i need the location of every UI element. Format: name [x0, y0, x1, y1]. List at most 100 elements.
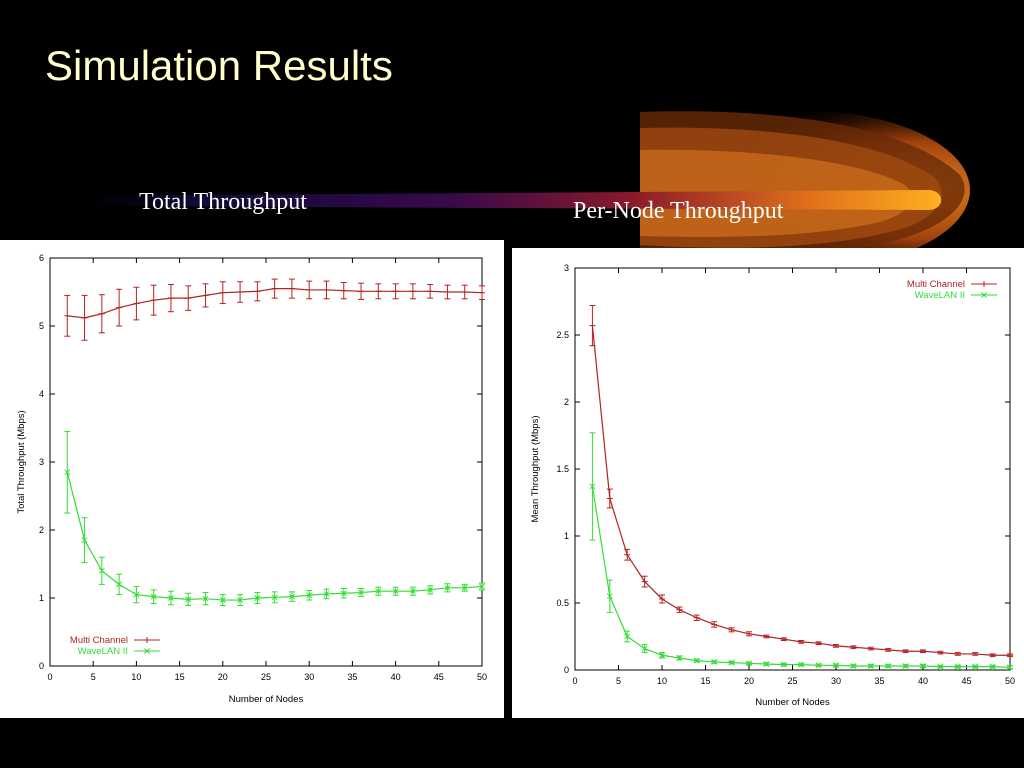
series-wavelan-ii: [589, 432, 1013, 671]
data-point: [461, 584, 468, 591]
legend-label: WaveLAN II: [78, 646, 128, 657]
series-line: [66, 472, 483, 601]
series-multi-channel: [64, 278, 485, 341]
x-tick-label: 45: [961, 676, 971, 686]
y-tick-label: 2: [39, 525, 44, 535]
data-point: [237, 597, 243, 603]
x-tick-label: 50: [1005, 676, 1015, 686]
x-tick-label: 30: [831, 676, 841, 686]
total-throughput-caption: Total Throughput: [139, 189, 307, 215]
data-point: [867, 663, 874, 669]
data-point: [659, 652, 665, 659]
x-tick-label: 45: [434, 672, 444, 682]
series-wavelan-ii: [64, 430, 485, 606]
data-point: [306, 592, 313, 599]
y-tick-label: 0: [39, 661, 44, 671]
data-point: [763, 661, 770, 667]
data-point: [340, 590, 347, 597]
y-tick-label: 1: [39, 593, 44, 603]
x-tick-label: 50: [477, 672, 487, 682]
data-point: [815, 662, 822, 669]
data-point: [219, 597, 226, 603]
data-point: [358, 589, 364, 596]
legend-label: Multi Channel: [907, 279, 965, 290]
x-tick-label: 35: [874, 676, 884, 686]
x-tick-label: 10: [657, 676, 667, 686]
data-point: [606, 593, 613, 600]
data-point: [1007, 664, 1013, 671]
y-tick-label: 2: [564, 397, 569, 407]
y-axis-label: Mean Throughput (Mbps): [530, 415, 541, 522]
data-point: [920, 663, 926, 669]
data-point: [937, 663, 944, 670]
data-point: [98, 567, 105, 574]
data-point: [641, 645, 648, 652]
data-point: [81, 537, 88, 544]
y-tick-label: 1.5: [556, 464, 569, 474]
legend-label: Multi Channel: [70, 635, 128, 646]
data-point: [728, 659, 735, 666]
x-tick-label: 5: [91, 672, 96, 682]
data-point: [64, 469, 71, 476]
x-tick-label: 5: [616, 676, 621, 686]
y-axis-label: Total Throughput (Mbps): [16, 410, 27, 513]
plot-frame: [574, 267, 1011, 671]
series-multi-channel: [589, 305, 1013, 658]
x-tick-label: 25: [787, 676, 797, 686]
y-tick-label: 4: [39, 389, 44, 399]
data-point: [410, 588, 416, 595]
data-point: [323, 591, 330, 597]
x-axis-label: Number of Nodes: [755, 697, 830, 708]
data-point: [624, 633, 631, 640]
x-tick-label: 25: [261, 672, 271, 682]
data-point: [989, 663, 996, 670]
y-tick-label: 6: [39, 253, 44, 263]
y-tick-label: 0: [564, 665, 569, 675]
y-tick-label: 1: [564, 531, 569, 541]
data-point: [589, 483, 596, 490]
total-throughput-chart-panel: 0 5 10 15 20 25 30 35 40 45 50 0 1 2 3 4 5 6 Number of Nod…: [0, 240, 504, 718]
data-point: [150, 593, 157, 600]
plot-frame: [49, 257, 483, 667]
y-tick-label: 3: [564, 263, 569, 273]
legend-label: WaveLAN II: [915, 290, 965, 301]
x-tick-label: 40: [391, 672, 401, 682]
data-point: [746, 660, 752, 667]
x-axis-label: Number of Nodes: [229, 694, 304, 705]
data-point: [427, 586, 434, 593]
data-point: [972, 663, 979, 670]
data-point: [133, 591, 140, 598]
data-point: [798, 661, 805, 668]
x-tick-label: 10: [131, 672, 141, 682]
x-tick-label: 40: [918, 676, 928, 686]
data-point: [392, 588, 399, 595]
per-node-throughput-chart-panel: 0 5 10 15 20 25 30 35 40 45 50 0 0.5 1 1.5 2 2.5 3 Number …: [512, 248, 1024, 718]
data-point: [954, 663, 961, 670]
per-node-throughput-chart: 0 5 10 15 20 25 30 35 40 45 50 0 0.5 1 1.5 2 2.5 3 Number …: [530, 263, 1015, 708]
x-tick-label: 0: [572, 676, 577, 686]
data-point: [676, 655, 683, 661]
slide-title: Simulation Results: [45, 42, 393, 89]
legend-marker: [144, 648, 150, 654]
data-point: [780, 661, 787, 668]
y-tick-label: 2.5: [556, 330, 569, 340]
data-point: [885, 663, 892, 669]
data-point: [693, 657, 700, 664]
x-tick-label: 20: [744, 676, 754, 686]
y-tick-label: 5: [39, 321, 44, 331]
series-line: [591, 325, 1010, 656]
x-tick-label: 35: [347, 672, 357, 682]
data-point: [375, 588, 382, 595]
data-point: [116, 581, 122, 588]
x-tick-label: 15: [175, 672, 185, 682]
data-point: [444, 584, 451, 591]
data-point: [833, 662, 839, 669]
comet-swoosh-decoration: [60, 110, 970, 260]
x-tick-label: 20: [218, 672, 228, 682]
x-tick-label: 0: [47, 672, 52, 682]
data-point: [202, 595, 209, 602]
per-node-throughput-caption: Per-Node Throughput: [573, 198, 784, 224]
data-point: [271, 594, 278, 601]
data-point: [902, 663, 909, 669]
data-point: [168, 595, 174, 601]
